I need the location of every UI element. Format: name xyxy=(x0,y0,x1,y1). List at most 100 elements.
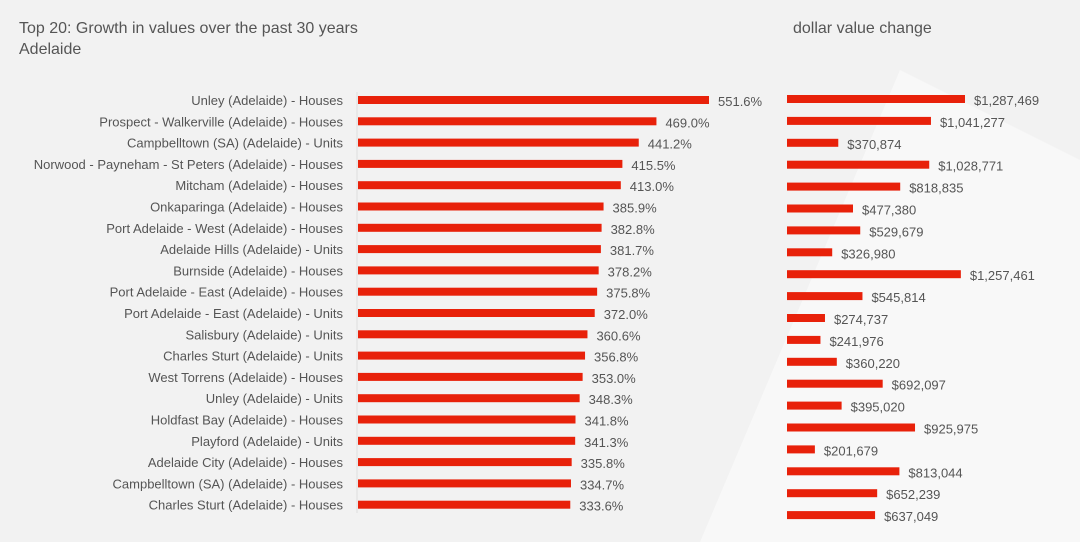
growth-bar xyxy=(358,309,595,317)
dollar-change-label: $652,239 xyxy=(886,487,940,502)
category-label: Unley (Adelaide) - Units xyxy=(206,391,344,406)
category-label: Onkaparinga (Adelaide) - Houses xyxy=(150,200,343,215)
dollar-change-bar xyxy=(787,204,854,213)
category-label: Playford (Adelaide) - Units xyxy=(191,434,343,449)
dollar-change-bar xyxy=(787,511,876,520)
growth-value-label: 469.0% xyxy=(665,115,710,130)
category-label: Norwood - Payneham - St Peters (Adelaide… xyxy=(34,157,344,172)
growth-bar xyxy=(358,394,580,403)
dollar-change-label: $395,020 xyxy=(851,400,905,415)
growth-bar xyxy=(358,181,621,190)
category-label: Burnside (Adelaide) - Houses xyxy=(173,263,343,278)
growth-value-label: 381.7% xyxy=(610,243,655,258)
growth-value-label: 375.8% xyxy=(606,286,651,301)
growth-bar xyxy=(358,372,583,381)
growth-value-label: 360.6% xyxy=(596,328,641,343)
growth-value-label: 551.6% xyxy=(718,94,763,109)
dollar-change-bar xyxy=(787,314,825,322)
dollar-change-bar xyxy=(787,138,839,147)
dollar-change-label: $637,049 xyxy=(884,509,938,524)
growth-bar xyxy=(358,500,571,509)
growth-bar xyxy=(358,436,576,445)
dollar-change-label: $360,220 xyxy=(846,356,900,371)
category-label: Unley (Adelaide) - Houses xyxy=(191,93,343,108)
dollar-change-label: $326,980 xyxy=(841,246,895,261)
growth-value-label: 335.8% xyxy=(581,456,626,471)
dollar-change-bar xyxy=(787,335,821,344)
chart-title: Top 20: Growth in values over the past 3… xyxy=(19,20,358,37)
growth-bar xyxy=(358,415,576,424)
dollar-change-label: $241,976 xyxy=(829,334,883,349)
category-label: Salisbury (Adelaide) - Units xyxy=(185,327,343,342)
dollar-change-bar xyxy=(787,379,883,388)
growth-value-label: 413.0% xyxy=(630,179,675,194)
dollar-change-bar xyxy=(787,182,901,191)
dollar-change-label: $1,041,277 xyxy=(940,115,1005,130)
growth-bar xyxy=(358,458,572,467)
category-label: Port Adelaide - West (Adelaide) - Houses xyxy=(106,221,343,236)
category-label: Holdfast Bay (Adelaide) - Houses xyxy=(151,413,344,428)
dollar-change-bar xyxy=(787,248,833,257)
growth-bar xyxy=(358,223,602,232)
dollar-change-bar xyxy=(787,226,861,235)
dollar-change-bar xyxy=(787,423,916,432)
growth-value-label: 353.0% xyxy=(592,371,637,386)
growth-value-label: 341.8% xyxy=(584,414,629,429)
chart-subtitle: Adelaide xyxy=(19,41,81,58)
growth-value-label: 441.2% xyxy=(648,137,693,152)
growth-bar xyxy=(358,330,588,339)
dollar-change-label: $1,028,771 xyxy=(938,159,1003,174)
dollar-change-label: $274,737 xyxy=(834,312,888,327)
dollar-change-label: $370,874 xyxy=(847,137,901,152)
category-label: Port Adelaide - East (Adelaide) - Houses xyxy=(110,285,344,300)
category-label: Campbelltown (SA) (Adelaide) - Units xyxy=(127,136,344,151)
dollar-change-bar xyxy=(787,357,837,366)
growth-value-label: 356.8% xyxy=(594,350,639,365)
growth-value-label: 333.6% xyxy=(579,499,624,514)
growth-bar xyxy=(358,245,601,254)
right-chart-title: dollar value change xyxy=(793,20,932,37)
dollar-change-bar xyxy=(787,160,930,169)
growth-bar xyxy=(358,96,709,104)
growth-value-label: 341.3% xyxy=(584,435,629,450)
dollar-change-bar xyxy=(787,95,965,103)
growth-value-label: 382.8% xyxy=(611,222,656,237)
growth-value-label: 348.3% xyxy=(589,392,634,407)
growth-value-label: 385.9% xyxy=(613,201,658,216)
category-label: West Torrens (Adelaide) - Houses xyxy=(148,370,343,385)
dollar-change-label: $1,287,469 xyxy=(974,93,1039,108)
dollar-change-label: $477,380 xyxy=(862,203,916,218)
growth-bar xyxy=(358,351,586,360)
dollar-change-label: $818,835 xyxy=(909,181,963,196)
dollar-change-label: $201,679 xyxy=(824,443,878,458)
growth-value-label: 378.2% xyxy=(608,264,653,279)
category-label: Charles Sturt (Adelaide) - Houses xyxy=(149,498,344,513)
category-label: Adelaide City (Adelaide) - Houses xyxy=(148,455,344,470)
growth-value-label: 415.5% xyxy=(631,158,676,173)
growth-value-label: 334.7% xyxy=(580,477,625,492)
dollar-change-bar xyxy=(787,270,961,279)
category-label: Prospect - Walkerville (Adelaide) - Hous… xyxy=(99,114,343,129)
dollar-change-label: $925,975 xyxy=(924,422,978,437)
growth-value-label: 372.0% xyxy=(604,307,649,322)
growth-bar xyxy=(358,138,639,147)
dollar-change-bar xyxy=(787,489,878,498)
dollar-change-label: $692,097 xyxy=(892,378,946,393)
dollar-change-label: $529,679 xyxy=(869,224,923,239)
dollar-change-label: $545,814 xyxy=(871,290,925,305)
growth-bar xyxy=(358,287,598,296)
category-label: Adelaide Hills (Adelaide) - Units xyxy=(160,242,343,257)
growth-bar xyxy=(358,479,571,488)
dollar-change-label: $813,044 xyxy=(908,465,962,480)
dollar-change-bar xyxy=(787,292,863,301)
dollar-change-label: $1,257,461 xyxy=(970,268,1035,283)
dollar-change-bar xyxy=(787,401,842,410)
category-label: Charles Sturt (Adelaide) - Units xyxy=(163,349,343,364)
category-label: Port Adelaide - East (Adelaide) - Units xyxy=(124,306,343,321)
dollar-change-bar xyxy=(787,445,815,454)
growth-bar xyxy=(358,159,623,168)
growth-bar xyxy=(358,117,657,126)
dollar-change-bar xyxy=(787,116,931,125)
category-label: Mitcham (Adelaide) - Houses xyxy=(175,178,343,193)
